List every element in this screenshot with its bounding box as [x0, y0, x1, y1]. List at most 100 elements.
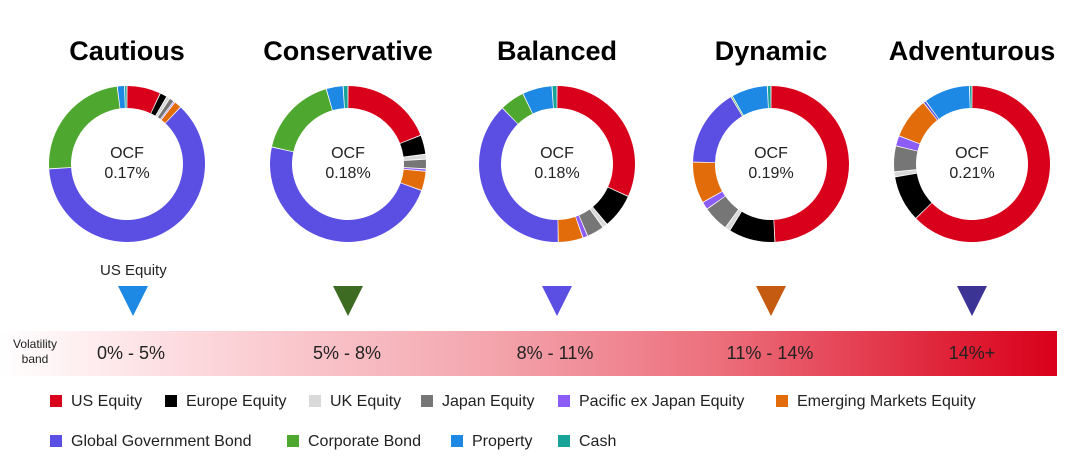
slice-japan-equity	[157, 98, 174, 119]
slice-europe-equity	[151, 93, 167, 116]
chart-title-adventurous: Adventurous	[888, 36, 1056, 66]
legend-swatch	[558, 435, 570, 447]
legend-label: Europe Equity	[186, 393, 287, 410]
volatility-marker-conservative	[333, 286, 363, 316]
donut-chart-cautious	[49, 86, 206, 243]
slice-us-equity	[771, 86, 849, 242]
slice-global-government-bond	[693, 97, 743, 163]
slice-pacific-ex-japan-equity	[896, 136, 920, 151]
legend-swatch	[165, 395, 177, 407]
volatility-label-line2: band	[21, 352, 49, 366]
slice-corporate-bond	[271, 89, 333, 152]
slice-uk-equity	[590, 207, 607, 227]
legend-swatch	[421, 395, 433, 407]
slice-uk-equity	[403, 154, 426, 161]
chart-title-balanced: Balanced	[496, 36, 618, 66]
legend-item-japan-equity: Japan Equity	[421, 393, 535, 411]
slice-uk-equity	[155, 97, 170, 117]
legend-item-emerging-markets-equity: Emerging Markets Equity	[776, 393, 976, 411]
ocf-caption: OCF	[110, 145, 144, 162]
volatility-marker-balanced	[542, 286, 572, 316]
slice-pacific-ex-japan-equity	[403, 167, 426, 171]
slice-cash	[969, 86, 972, 109]
slice-corporate-bond	[731, 96, 744, 116]
legend-label: Property	[472, 433, 533, 450]
legend-item-europe-equity: Europe Equity	[165, 393, 287, 411]
slice-global-government-bond	[269, 147, 422, 243]
legend-swatch	[50, 435, 62, 447]
volatility-band	[0, 331, 1057, 376]
legend-label: Corporate Bond	[308, 433, 421, 450]
volatility-band-1: 0% - 5%	[96, 343, 166, 363]
legend-label: Japan Equity	[442, 393, 535, 410]
slice-emerging-markets-equity	[400, 169, 426, 190]
slice-corporate-bond	[49, 86, 120, 169]
slice-emerging-markets-equity	[899, 103, 938, 144]
slice-global-government-bond	[479, 108, 558, 242]
slice-uk-equity	[725, 209, 742, 231]
chart-title-dynamic: Dynamic	[714, 36, 828, 66]
slice-corporate-bond	[502, 94, 533, 124]
chart-title-cautious: Cautious	[69, 36, 185, 66]
legend-swatch	[309, 395, 321, 407]
slice-emerging-markets-equity	[693, 162, 723, 202]
slice-us-equity	[348, 86, 421, 144]
legend-item-property: Property	[451, 433, 532, 451]
donut-chart-adventurous	[894, 86, 1050, 242]
slice-pacific-ex-japan-equity	[703, 191, 726, 209]
donut-chart-dynamic	[693, 86, 849, 242]
slice-japan-equity	[579, 209, 603, 236]
slice-cash	[552, 86, 557, 109]
slice-uk-equity	[894, 169, 917, 177]
slice-europe-equity	[895, 173, 932, 218]
ocf-label-adventurous: OCF 0.21%	[922, 144, 1022, 184]
volatility-band-label: Volatility band	[6, 337, 64, 367]
slice-global-government-bond	[49, 107, 206, 243]
legend-item-global-government-bond: Global Government Bond	[50, 433, 252, 451]
legend-swatch	[50, 395, 62, 407]
slice-us-equity	[127, 86, 160, 114]
slice-emerging-markets-equity	[558, 216, 583, 242]
legend-item-corporate-bond: Corporate Bond	[287, 433, 421, 451]
chart-title-conservative: Conservative	[263, 36, 433, 66]
ocf-value: 0.19%	[748, 165, 794, 182]
volatility-label-line1: Volatility	[12, 337, 58, 351]
ocf-value: 0.17%	[104, 165, 150, 182]
ocf-caption: OCF	[540, 145, 574, 162]
legend-item-uk-equity: UK Equity	[309, 393, 401, 411]
ocf-label-dynamic: OCF 0.19%	[721, 144, 821, 184]
legend-label: Pacific ex Japan Equity	[579, 393, 745, 410]
slice-property	[732, 86, 769, 116]
volatility-band-3: 8% - 11%	[516, 343, 594, 363]
slice-europe-equity	[400, 135, 426, 157]
ocf-label-balanced: OCF 0.18%	[507, 144, 607, 184]
volatility-band-5: 14%+	[948, 343, 996, 363]
slice-property	[523, 86, 554, 114]
slice-us-equity	[557, 86, 635, 196]
ocf-caption: OCF	[754, 145, 788, 162]
volatility-band-4: 11% - 14%	[726, 343, 814, 363]
legend-label: Global Government Bond	[71, 433, 252, 450]
slice-europe-equity	[730, 211, 775, 242]
slice-cash	[343, 86, 348, 109]
slice-pacific-ex-japan-equity	[575, 215, 588, 238]
legend-item-pacific-ex-japan-equity: Pacific ex Japan Equity	[558, 393, 744, 411]
slice-property	[926, 86, 970, 119]
slice-emerging-markets-equity	[161, 102, 181, 123]
ocf-value: 0.18%	[325, 165, 371, 182]
donut-chart-balanced	[479, 86, 635, 242]
ocf-label-conservative: OCF 0.18%	[298, 144, 398, 184]
legend-swatch	[558, 395, 570, 407]
slice-pacific-ex-japan-equity	[160, 101, 175, 120]
slice-cash	[125, 86, 127, 109]
ocf-caption: OCF	[331, 145, 365, 162]
legend-swatch	[776, 395, 788, 407]
slice-global-government-bond	[924, 101, 939, 120]
ocf-value: 0.18%	[534, 165, 580, 182]
volatility-band-2: 5% - 8%	[312, 343, 382, 363]
volatility-marker-dynamic	[756, 286, 786, 316]
ocf-label-cautious: OCF 0.17%	[77, 144, 177, 184]
ocf-caption: OCF	[955, 145, 989, 162]
legend-swatch	[451, 435, 463, 447]
slice-us-equity	[916, 86, 1050, 242]
